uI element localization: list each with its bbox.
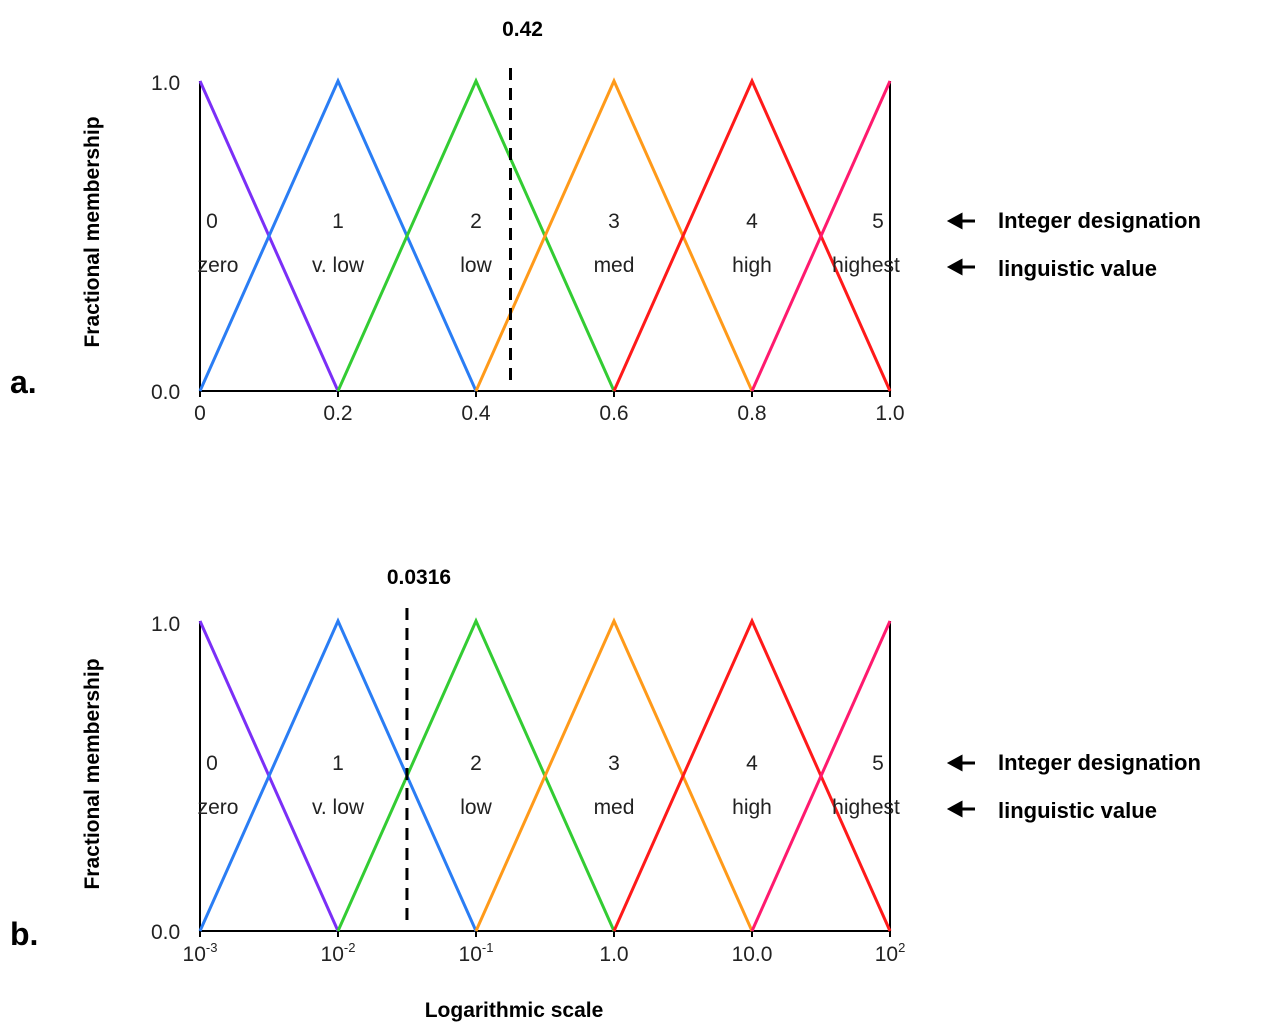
- membership-line-3: [474, 617, 754, 932]
- integer-designation-label: Integer designation: [998, 750, 1201, 775]
- integer-label-4: 4: [746, 210, 758, 233]
- linguistic-label-1: v. low: [312, 254, 365, 277]
- panel-b-label: b.: [10, 916, 38, 952]
- integer-label-0: 0: [206, 210, 218, 233]
- integer-designation-label: Integer designation: [998, 208, 1201, 233]
- membership-line-5: [750, 80, 892, 392]
- panel-a-y-axis-label: Fractional membership: [81, 116, 104, 347]
- linguistic-label-4: high: [732, 254, 772, 277]
- linguistic-label-3: med: [594, 254, 635, 277]
- panel-b-y-tick-top: 1.0: [151, 613, 180, 636]
- integer-label-1: 1: [332, 210, 344, 233]
- x-tick-label-0: 0: [194, 402, 206, 425]
- panel-b-linguistic-annotation: linguistic value: [946, 798, 1157, 823]
- panel-a-series: [198, 77, 892, 392]
- membership-line-2: [336, 77, 616, 392]
- linguistic-label-2: low: [460, 254, 492, 277]
- left-arrow-icon: [946, 754, 975, 772]
- panel-b: b. Fractional membership 1.0 0.0 10-3 10-…: [10, 566, 1201, 1022]
- panel-b-x-ticks: 10-3 10-2 10-1 1.0 10.0 102: [183, 931, 906, 966]
- integer-label-4: 4: [746, 752, 758, 775]
- linguistic-label-5: highest: [832, 254, 900, 277]
- x-tick-label-4: 0.8: [737, 402, 766, 425]
- x-tick-label-4: 10.0: [732, 943, 773, 966]
- x-tick-label-1: 0.2: [323, 402, 352, 425]
- membership-line-5: [750, 620, 892, 932]
- linguistic-label-5: highest: [832, 796, 900, 819]
- panel-b-integer-annotation: Integer designation: [946, 750, 1201, 775]
- membership-line-3: [474, 77, 754, 392]
- membership-line-4: [612, 617, 892, 932]
- integer-label-5: 5: [872, 752, 884, 775]
- integer-label-2: 2: [470, 752, 482, 775]
- linguistic-label-0: zero: [198, 796, 239, 819]
- integer-label-3: 3: [608, 210, 620, 233]
- x-tick-label-3: 1.0: [599, 943, 628, 966]
- panel-b-series: [198, 617, 892, 932]
- panel-a-class-labels: 0 zero 1 v. low 2 low 3 med 4 high 5 highest: [198, 210, 900, 277]
- x-tick-label-2: 0.4: [461, 402, 491, 425]
- linguistic-value-label: linguistic value: [998, 798, 1157, 823]
- linguistic-label-3: med: [594, 796, 635, 819]
- panel-a-y-tick-bottom: 0.0: [151, 381, 180, 404]
- linguistic-label-1: v. low: [312, 796, 365, 819]
- panel-b-y-tick-bottom: 0.0: [151, 921, 180, 944]
- integer-label-0: 0: [206, 752, 218, 775]
- x-tick-label-3: 0.6: [599, 402, 628, 425]
- panel-b-y-axis-label: Fractional membership: [81, 658, 104, 889]
- panel-a-marker-label: 0.42: [502, 18, 543, 41]
- membership-line-1: [198, 77, 478, 392]
- left-arrow-icon: [946, 258, 975, 276]
- membership-line-1: [198, 617, 478, 932]
- panel-b-marker-label: 0.0316: [387, 566, 451, 589]
- x-tick-label-5: 1.0: [875, 402, 904, 425]
- x-tick-label-0: 10-3: [183, 940, 218, 966]
- integer-label-3: 3: [608, 752, 620, 775]
- linguistic-label-2: low: [460, 796, 492, 819]
- left-arrow-icon: [946, 212, 975, 230]
- panel-a-y-tick-top: 1.0: [151, 72, 180, 95]
- left-arrow-icon: [946, 800, 975, 818]
- membership-line-4: [612, 77, 892, 392]
- x-tick-label-5: 102: [875, 940, 906, 966]
- panel-a-label: a.: [10, 364, 37, 400]
- panel-a-linguistic-annotation: linguistic value: [946, 256, 1157, 281]
- integer-label-1: 1: [332, 752, 344, 775]
- x-tick-label-2: 10-1: [459, 940, 494, 966]
- panel-a-integer-annotation: Integer designation: [946, 208, 1201, 233]
- x-tick-label-1: 10-2: [321, 940, 356, 966]
- membership-line-2: [336, 617, 616, 932]
- linguistic-label-0: zero: [198, 254, 239, 277]
- panel-b-class-labels: 0 zero 1 v. low 2 low 3 med 4 high 5 highest: [198, 752, 900, 819]
- panel-a-x-ticks: 0 0.2 0.4 0.6 0.8 1.0: [194, 391, 905, 425]
- panel-b-x-axis-label: Logarithmic scale: [425, 999, 604, 1022]
- integer-label-2: 2: [470, 210, 482, 233]
- integer-label-5: 5: [872, 210, 884, 233]
- linguistic-label-4: high: [732, 796, 772, 819]
- linguistic-value-label: linguistic value: [998, 256, 1157, 281]
- panel-a: a. Fractional membership 1.0 0.0 0 0.2 0.4…: [10, 18, 1201, 425]
